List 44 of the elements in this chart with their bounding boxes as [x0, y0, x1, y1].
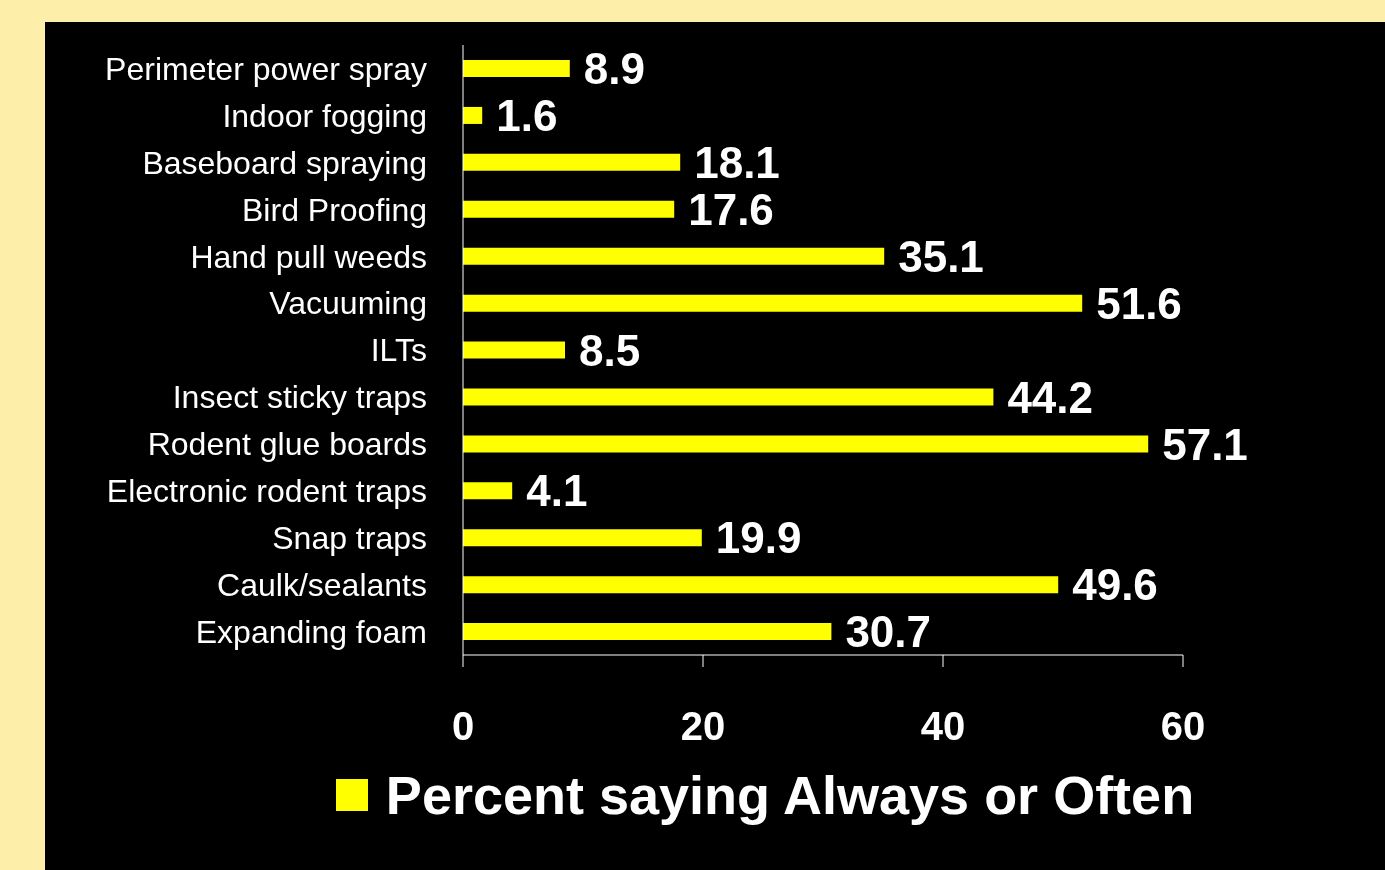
data-label: 4.1: [526, 466, 588, 516]
y-tick-label: Rodent glue boards: [147, 426, 427, 463]
bar: [463, 294, 1083, 312]
x-tick-label: 0: [451, 704, 475, 749]
data-label: 57.1: [1162, 419, 1248, 469]
y-tick-label: Insect sticky traps: [172, 379, 427, 416]
data-label: 51.6: [1096, 278, 1182, 328]
bar: [463, 247, 885, 265]
y-tick-label: Perimeter power spray: [105, 50, 427, 87]
bar: [463, 482, 513, 500]
y-tick-label: Expanding foam: [195, 613, 427, 650]
bar: [463, 623, 832, 641]
y-tick-label: Baseboard spraying: [142, 144, 427, 181]
bar: [463, 341, 565, 359]
y-tick-label: Snap traps: [272, 520, 427, 557]
legend-label: Percent saying Always or Often: [385, 764, 1195, 826]
bar: [463, 153, 681, 171]
y-tick-label: Vacuuming: [269, 285, 427, 322]
data-label: 8.9: [583, 44, 645, 94]
bar: [463, 576, 1059, 594]
y-tick-label: Indoor fogging: [222, 97, 427, 134]
bar: [463, 200, 675, 218]
y-tick-label: Hand pull weeds: [190, 238, 427, 275]
bar: [463, 529, 702, 547]
data-label: 35.1: [898, 231, 984, 281]
data-label: 30.7: [845, 607, 932, 657]
x-tick-label: 20: [680, 704, 726, 749]
bar: [463, 388, 994, 406]
y-tick-label: ILTs: [370, 332, 427, 369]
data-label: 17.6: [688, 184, 774, 234]
data-label: 1.6: [496, 91, 558, 141]
bar: [463, 60, 570, 78]
data-label: 49.6: [1072, 560, 1158, 610]
data-label: 19.9: [715, 513, 802, 563]
x-tick-label: 40: [920, 704, 966, 749]
y-tick-label: Caulk/sealants: [217, 566, 427, 603]
x-tick-label: 60: [1160, 704, 1206, 749]
y-tick-label: Electronic rodent traps: [106, 473, 427, 510]
data-label: 8.5: [579, 325, 641, 375]
data-label: 44.2: [1007, 372, 1094, 422]
bar: [463, 435, 1149, 453]
y-tick-label: Bird Proofing: [242, 191, 427, 228]
data-label: 18.1: [694, 137, 780, 187]
bar: [463, 106, 483, 124]
